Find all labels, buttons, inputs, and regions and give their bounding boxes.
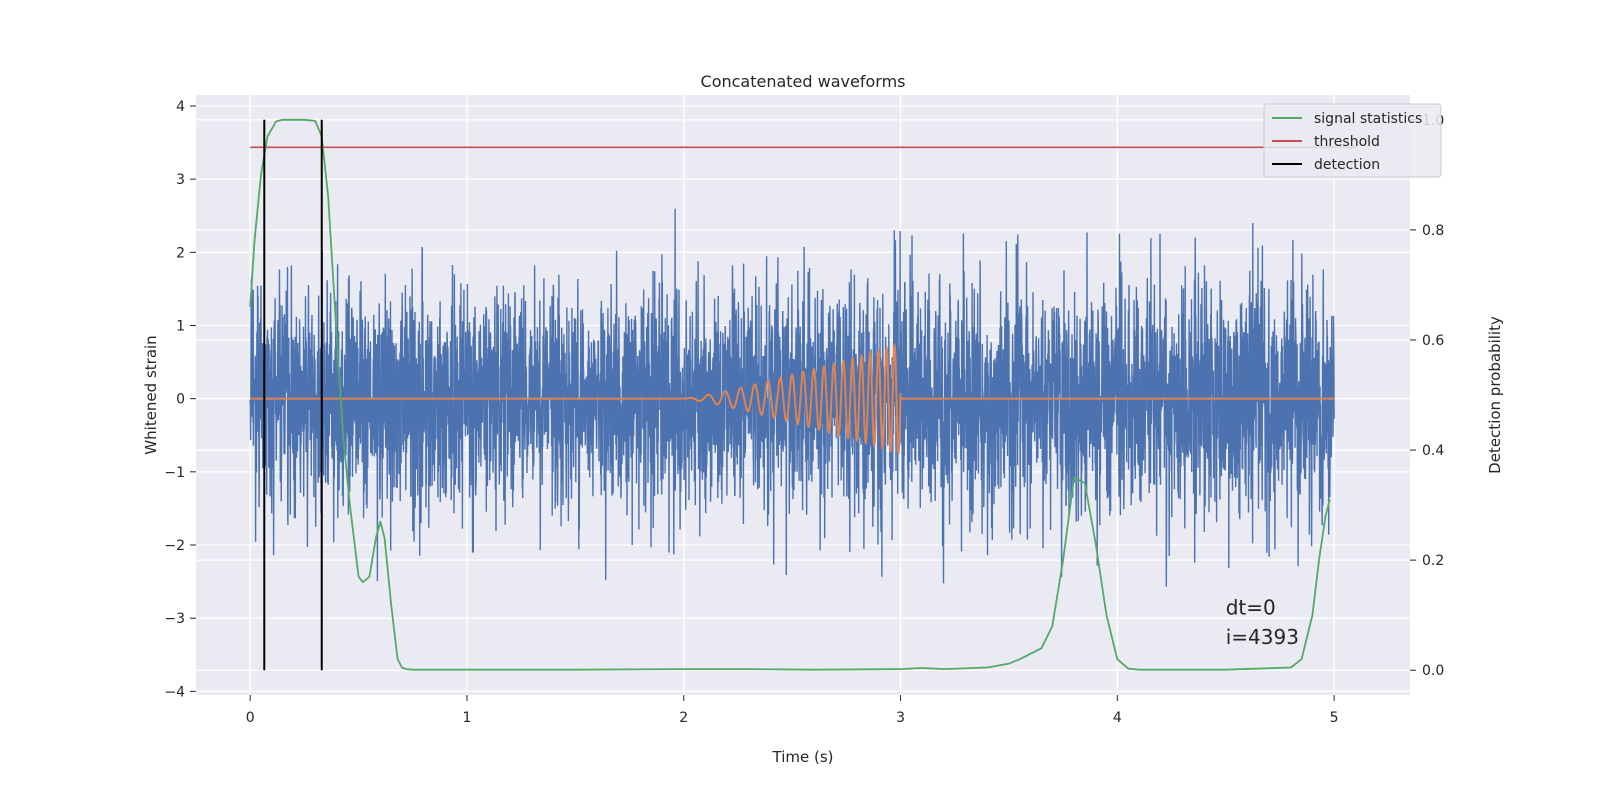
y-tick-label: 0 <box>176 392 185 408</box>
legend-label: threshold <box>1314 134 1380 150</box>
y-tick-label: −3 <box>164 611 185 627</box>
x-axis-title: Time (s) <box>772 748 834 766</box>
legend-label: detection <box>1314 157 1380 173</box>
y-tick-label: −1 <box>164 465 185 481</box>
legend: signal statistics threshold detection <box>1263 103 1442 178</box>
y-tick-label: 2 <box>176 245 185 261</box>
x-tick-label: 0 <box>246 710 255 726</box>
y-axis-right: 0.00.20.40.60.81.0 <box>1410 113 1444 679</box>
detection-lines <box>263 119 323 671</box>
signal-statistics-line <box>249 118 1331 671</box>
y-axis-left: −4 −3 −2 −1 0 1 2 3 4 <box>164 99 196 700</box>
x-tick-label: 5 <box>1330 710 1339 726</box>
legend-box <box>1263 103 1442 178</box>
y2-tick-label: 0.0 <box>1422 663 1444 679</box>
x-tick-label: 4 <box>1113 710 1122 726</box>
x-tick-label: 2 <box>679 710 688 726</box>
x-tick-label: 1 <box>463 710 472 726</box>
annotation-text: i=4393 <box>1226 625 1299 649</box>
annotation-text: dt=0 <box>1226 596 1276 620</box>
y-tick-label: −4 <box>164 684 185 700</box>
y-tick-label: 4 <box>176 99 185 115</box>
y2-tick-label: 0.6 <box>1422 333 1444 349</box>
y-tick-label: 3 <box>176 172 185 188</box>
y-axis-title: Whitened strain <box>142 335 160 454</box>
chart-title: Concatenated waveforms <box>701 72 906 91</box>
plot-area <box>249 118 1356 671</box>
y-tick-label: −2 <box>164 538 185 554</box>
injected-waveform-line <box>250 342 1335 455</box>
y2-tick-label: 0.2 <box>1422 553 1444 569</box>
y2-axis-title: Detection probability <box>1486 316 1504 474</box>
y2-tick-label: 0.8 <box>1422 223 1444 239</box>
x-axis: 0 1 2 3 4 5 <box>246 695 1339 726</box>
annotations: dt=0 i=4393 <box>1226 596 1299 649</box>
x-tick-label: 3 <box>896 710 905 726</box>
strain-noise-line <box>249 208 1335 587</box>
legend-label: signal statistics <box>1314 111 1422 127</box>
y-tick-label: 1 <box>176 318 185 334</box>
y2-tick-label: 0.4 <box>1422 443 1444 459</box>
